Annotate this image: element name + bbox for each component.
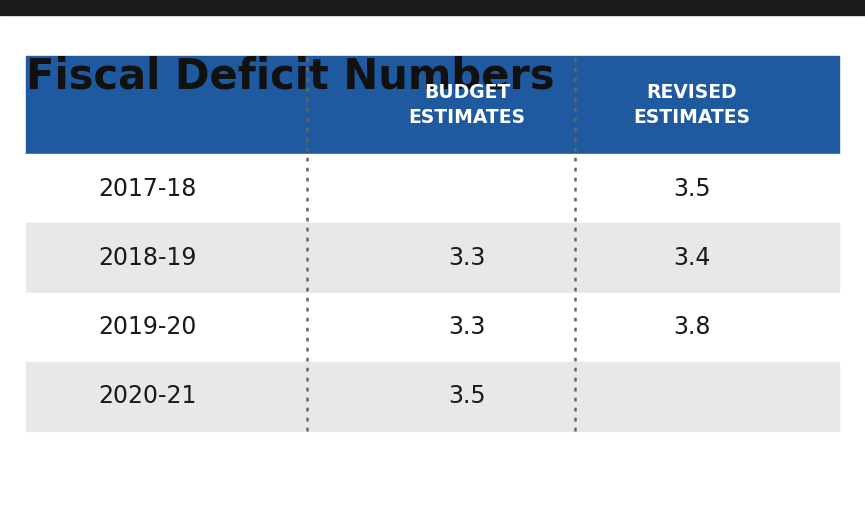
Bar — [26, 56, 839, 154]
Text: 2017-18: 2017-18 — [98, 177, 196, 201]
Bar — [0, 0, 865, 15]
Text: BUDGET
ESTIMATES: BUDGET ESTIMATES — [408, 84, 526, 127]
Text: 2020-21: 2020-21 — [98, 384, 196, 409]
Text: 2018-19: 2018-19 — [98, 246, 196, 270]
Text: 3.3: 3.3 — [448, 315, 486, 339]
Text: 3.5: 3.5 — [448, 384, 486, 409]
Bar — [26, 223, 839, 293]
Text: REVISED
ESTIMATES: REVISED ESTIMATES — [633, 84, 751, 127]
Text: Fiscal Deficit Numbers: Fiscal Deficit Numbers — [26, 56, 554, 98]
Text: 3.3: 3.3 — [448, 246, 486, 270]
Bar — [26, 293, 839, 362]
Text: 3.4: 3.4 — [673, 246, 711, 270]
Text: 2019-20: 2019-20 — [98, 315, 196, 339]
Bar — [26, 362, 839, 431]
Bar — [26, 154, 839, 223]
Text: 3.8: 3.8 — [673, 315, 711, 339]
Text: 3.5: 3.5 — [673, 177, 711, 201]
